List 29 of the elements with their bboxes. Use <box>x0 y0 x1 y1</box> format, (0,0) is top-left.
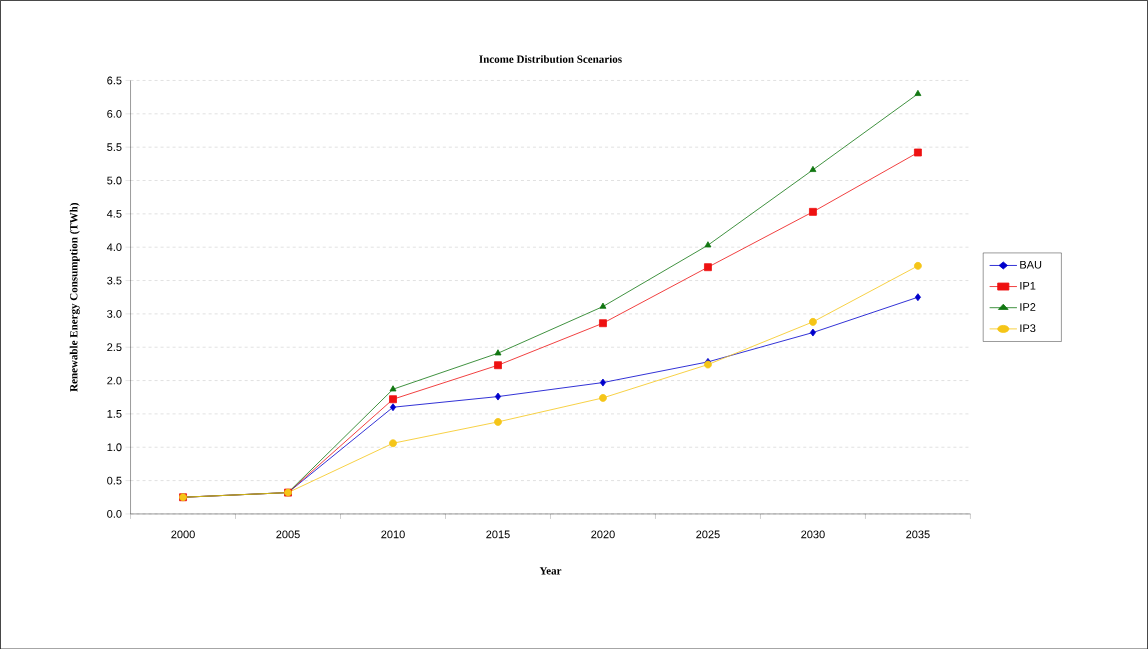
x-axis-title: Year <box>539 566 562 575</box>
y-tick-label: 2.0 <box>107 376 122 385</box>
x-tick-label: 2005 <box>276 530 300 539</box>
y-tick-label: 4.0 <box>106 243 122 251</box>
x-tick-label: 2000 <box>171 530 195 539</box>
x-tick-label: 2030 <box>801 530 825 539</box>
y-tick-label: 0.5 <box>107 476 122 485</box>
x-tick-label: 2025 <box>696 530 720 539</box>
legend-label: IP1 <box>1020 281 1036 290</box>
y-tick-label: 6.0 <box>107 109 122 118</box>
y-tick-label: 3.0 <box>107 309 122 318</box>
y-tick-label: 5.0 <box>107 176 122 185</box>
x-tick-label: 2010 <box>381 530 405 539</box>
legend-label: IP2 <box>1020 302 1036 311</box>
legend-label: BAU <box>1020 260 1042 269</box>
x-tick-label: 2015 <box>486 530 510 539</box>
legend-label: IP3 <box>1020 324 1036 332</box>
y-tick-label: 1.0 <box>107 443 122 451</box>
x-tick-label: 2035 <box>906 530 930 539</box>
y-tick-label: 6.5 <box>107 76 122 85</box>
y-tick-label: 5.5 <box>107 143 122 151</box>
chart-title: Income Distribution Scenarios <box>479 54 622 63</box>
y-tick-label: 4.5 <box>106 209 122 218</box>
y-tick-label: 1.5 <box>107 409 122 418</box>
y-axis-title: Renewable Energy Consumption (TWh) <box>69 202 80 392</box>
y-tick-label: 3.5 <box>107 276 122 285</box>
x-tick-label: 2020 <box>591 530 615 539</box>
y-tick-label: 2.5 <box>107 343 122 351</box>
y-tick-label: 0.0 <box>107 509 122 518</box>
